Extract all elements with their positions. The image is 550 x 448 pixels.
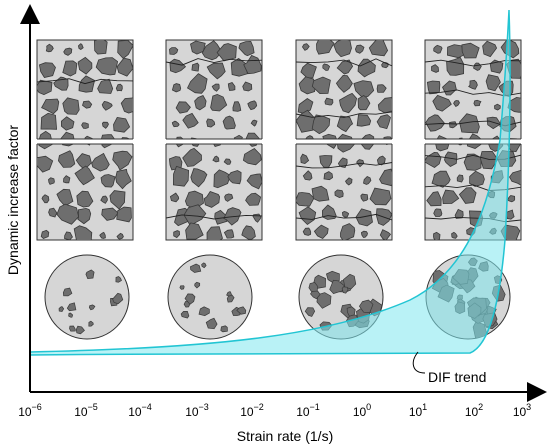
x-tick-label: 10−1: [296, 402, 320, 419]
specimen: [165, 39, 263, 241]
x-tick-label: 10−6: [18, 402, 42, 419]
specimen: [295, 39, 393, 241]
specimen: [36, 39, 134, 241]
dif-trend-band: [29, 9, 511, 356]
y-axis-label: Dynamic increase factor: [5, 125, 21, 276]
x-tick-label: 101: [409, 402, 427, 419]
x-tick-label: 10−2: [240, 402, 264, 419]
section-disk: [44, 254, 130, 340]
x-tick-label: 10−5: [74, 402, 98, 419]
x-tick-label: 10−4: [128, 402, 152, 419]
annotation-leader: [412, 351, 426, 374]
dif-trend-label: DIF trend: [428, 369, 486, 385]
x-tick-label: 10−3: [185, 402, 209, 419]
x-axis-label: Strain rate (1/s): [237, 428, 333, 444]
x-tick-label: 100: [353, 402, 371, 419]
section-disk: [167, 254, 253, 340]
x-tick-label: 103: [513, 402, 531, 419]
x-tick-labels: 10−6 10−5 10−4 10−3 10−2 10−1 100 101 102 103: [18, 402, 531, 419]
x-tick-label: 102: [465, 402, 483, 419]
specimen-layer: [36, 39, 522, 241]
